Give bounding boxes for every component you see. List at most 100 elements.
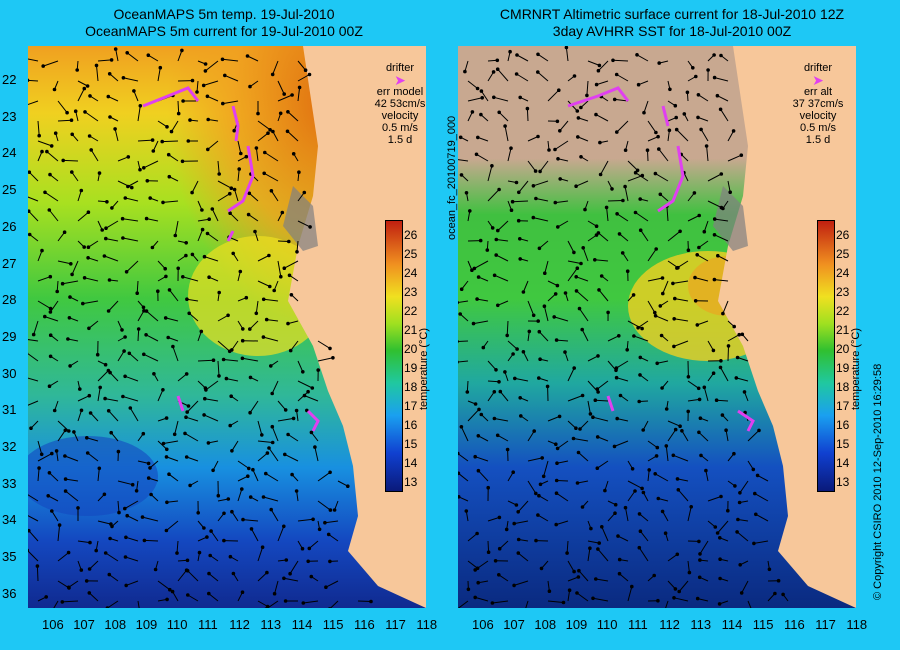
copyright-label: © Copyright CSIRO 2010 12-Sep-2010 16:29… [872, 363, 884, 600]
right-colorbar [817, 220, 835, 492]
drifter-tracks [142, 86, 320, 432]
left-colorbar-label: temperature (°C) [418, 327, 430, 410]
longitude-tick: 113 [260, 617, 282, 632]
longitude-tick: 117 [815, 617, 836, 632]
colorbar-tick: 15 [404, 437, 418, 451]
longitude-tick: 117 [385, 617, 406, 632]
longitude-tick: 115 [752, 617, 774, 632]
colorbar-tick: 25 [404, 247, 418, 261]
latitude-tick: 32 [2, 439, 17, 454]
longitude-tick: 118 [846, 617, 868, 632]
longitude-tick: 106 [42, 617, 64, 632]
longitude-tick: 110 [596, 617, 618, 632]
legend-velocity: velocity [799, 110, 837, 122]
longitude-tick: 114 [291, 617, 313, 632]
colorbar-tick: 25 [836, 247, 850, 261]
longitude-tick: 108 [104, 617, 127, 632]
colorbar-tick: 26 [404, 228, 418, 242]
colorbar-tick: 13 [404, 475, 418, 489]
right-colorbar-label: temperature (°C) [850, 327, 862, 410]
colorbar-tick: 17 [404, 399, 418, 413]
drifter-icon: ➤ [394, 72, 406, 88]
right-map-legend: drifter ➤ err alt 37 37cm/s velocity 0.5… [788, 62, 848, 146]
left-map-title: OceanMAPS 5m temp. 19-Jul-2010 OceanMAPS… [14, 6, 434, 40]
legend-speed: 0.5 m/s [381, 122, 419, 134]
longitude-tick: 109 [565, 617, 588, 632]
legend-err-value: 42 53cm/s [374, 98, 426, 110]
colorbar-tick: 15 [836, 437, 850, 451]
legend-duration: 1.5 d [387, 134, 413, 146]
colorbar-tick: 21 [836, 323, 850, 337]
longitude-tick: 109 [135, 617, 158, 632]
legend-err-value: 37 37cm/s [792, 98, 844, 110]
colorbar-tick: 16 [836, 418, 850, 432]
colorbar-tick: 13 [836, 475, 850, 489]
drifter-tracks [567, 86, 755, 432]
longitude-tick: 113 [690, 617, 712, 632]
latitude-tick: 31 [2, 402, 17, 418]
colorbar-tick: 23 [404, 285, 418, 299]
latitude-tick: 25 [2, 182, 17, 198]
left-temperature-map [28, 46, 426, 608]
colorbar-tick: 22 [836, 304, 850, 318]
left-map-legend: drifter ➤ err model 42 53cm/s velocity 0… [365, 62, 435, 146]
legend-duration: 1.5 d [805, 134, 831, 146]
right-title-line1: CMRNRT Altimetric surface current for 18… [499, 6, 845, 22]
longitude-tick: 107 [73, 617, 95, 632]
colorbar-tick: 18 [404, 380, 418, 394]
colorbar-tick: 19 [404, 361, 418, 375]
latitude-tick: 26 [2, 218, 17, 234]
left-title-line2: OceanMAPS 5m current for 19-Jul-2010 00Z [85, 23, 363, 39]
legend-speed: 0.5 m/s [799, 122, 837, 134]
latitude-tick: 36 [2, 585, 17, 601]
left-title-line1: OceanMAPS 5m temp. 19-Jul-2010 [113, 6, 335, 22]
longitude-tick: 118 [416, 617, 438, 632]
longitude-tick: 114 [721, 617, 743, 632]
legend-drifter: drifter [385, 62, 415, 74]
latitude-tick: 23 [2, 108, 17, 124]
colorbar-tick: 20 [836, 342, 850, 356]
latitude-tick: 22 [2, 72, 17, 87]
latitude-axis: 22 23 24 25 26 27 28 29 30 31 32 33 34 35 36 [0, 46, 28, 608]
longitude-tick: 112 [229, 617, 250, 632]
colorbar-tick: 26 [836, 228, 850, 242]
longitude-tick: 107 [503, 617, 525, 632]
colorbar-tick: 24 [404, 266, 418, 280]
longitude-tick: 112 [659, 617, 680, 632]
right-sst-map [458, 46, 856, 608]
left-colorbar [385, 220, 403, 492]
colorbar-tick: 19 [836, 361, 850, 375]
latitude-tick: 29 [2, 328, 17, 344]
colorbar-tick: 24 [836, 266, 850, 280]
latitude-tick: 30 [2, 365, 17, 381]
colorbar-tick: 23 [836, 285, 850, 299]
latitude-tick: 28 [2, 292, 17, 308]
drifter-icon: ➤ [812, 72, 824, 88]
legend-velocity: velocity [381, 110, 419, 122]
latitude-tick: 27 [2, 255, 17, 271]
longitude-tick: 108 [534, 617, 557, 632]
longitude-tick: 106 [472, 617, 494, 632]
colorbar-tick: 20 [404, 342, 418, 356]
file-id-label: ocean_fc_20100719_000 [446, 115, 458, 240]
legend-drifter: drifter [803, 62, 833, 74]
longitude-tick: 111 [198, 617, 218, 632]
longitude-tick: 115 [322, 617, 344, 632]
latitude-tick: 35 [2, 549, 17, 565]
colorbar-tick: 21 [404, 323, 418, 337]
colorbar-tick: 14 [836, 456, 850, 470]
colorbar-tick: 16 [404, 418, 418, 432]
latitude-tick: 33 [2, 475, 17, 491]
longitude-tick: 116 [784, 617, 805, 632]
colorbar-tick: 17 [836, 399, 850, 413]
legend-err-label: err model [376, 86, 424, 98]
longitude-tick: 116 [354, 617, 375, 632]
right-title-line2: 3day AVHRR SST for 18-Jul-2010 00Z [552, 23, 792, 39]
colorbar-tick: 14 [404, 456, 418, 470]
colorbar-tick: 22 [404, 304, 418, 318]
latitude-tick: 24 [2, 145, 17, 161]
longitude-tick: 111 [628, 617, 648, 632]
latitude-tick: 34 [2, 512, 17, 528]
longitude-tick: 110 [166, 617, 188, 632]
colorbar-tick: 18 [836, 380, 850, 394]
